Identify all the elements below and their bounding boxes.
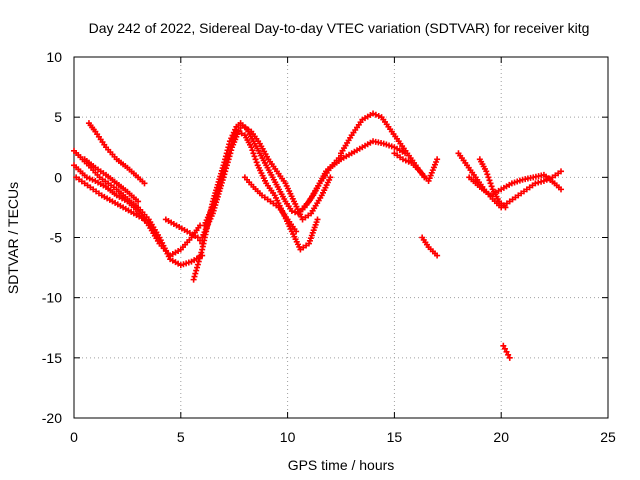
y-tick-label: -5 [50, 230, 63, 246]
y-axis-label: SDTVAR / TECUs [5, 182, 21, 294]
data-point [229, 138, 236, 145]
series-track-3 [73, 174, 148, 223]
data-point [314, 216, 321, 223]
data-point [238, 130, 245, 137]
data-point [228, 141, 235, 148]
data-point [434, 156, 441, 163]
data-point [487, 180, 494, 187]
data-point [226, 147, 233, 154]
data-point [193, 267, 200, 274]
x-axis-label: GPS time / hours [288, 457, 395, 473]
y-tick-label: 10 [46, 49, 62, 65]
axis-tick-labels: 0 5 10 15 20 25 -20 -15 -10 -5 0 5 10 [42, 49, 616, 445]
data-point [502, 204, 509, 211]
y-tick-label: -10 [42, 290, 62, 306]
data-point [135, 198, 142, 205]
chart-title: Day 242 of 2022, Sidereal Day-to-day VTE… [89, 20, 590, 36]
data-point [532, 180, 539, 187]
data-point [251, 153, 258, 160]
series-track-13 [391, 150, 441, 184]
data-point [483, 168, 490, 175]
series-track-9 [201, 122, 334, 229]
series-track-11 [295, 138, 409, 217]
data-point [230, 135, 237, 142]
y-tick-label: 0 [54, 169, 62, 185]
data-point [191, 273, 198, 280]
x-tick-label: 0 [70, 429, 78, 445]
data-point [484, 171, 491, 178]
data-point [224, 156, 231, 163]
series-track-4 [85, 120, 148, 187]
data-point [486, 177, 493, 184]
data-point [503, 348, 510, 355]
data-point [538, 178, 545, 185]
data-point [488, 183, 495, 190]
data-point [248, 144, 255, 151]
data-point [225, 153, 232, 160]
data-point [252, 156, 259, 163]
data-point [485, 174, 492, 181]
x-tick-label: 15 [387, 429, 403, 445]
data-point [194, 261, 201, 268]
data-point [141, 216, 148, 223]
data-point [501, 345, 508, 352]
data-point [293, 228, 300, 235]
data-point [253, 159, 260, 166]
data-point [535, 179, 542, 186]
x-tick-label: 20 [493, 429, 509, 445]
data-point [226, 150, 233, 157]
data-point [195, 258, 202, 265]
data-point [288, 208, 295, 215]
data-point [198, 249, 205, 256]
x-tick-label: 10 [280, 429, 296, 445]
series-track-14 [419, 234, 441, 259]
data-point [194, 264, 201, 271]
data-point [196, 255, 203, 262]
data-point [197, 252, 204, 259]
series-track-17 [476, 156, 509, 211]
data-point [434, 252, 441, 259]
data-point [222, 162, 229, 169]
data-point [227, 144, 234, 151]
series-track-12 [338, 110, 428, 181]
data-point [558, 168, 565, 175]
data-point [506, 354, 513, 361]
y-tick-label: -20 [42, 410, 62, 426]
data-point [192, 270, 199, 277]
x-tick-label: 5 [177, 429, 185, 445]
series-track-5 [81, 156, 142, 205]
series-track-18 [500, 342, 513, 361]
data-points [71, 110, 565, 361]
data-point [500, 342, 507, 349]
data-point [250, 150, 257, 157]
data-point [327, 174, 334, 181]
y-tick-label: 5 [54, 109, 62, 125]
data-point [223, 159, 230, 166]
grid [74, 57, 608, 418]
data-point [249, 147, 256, 154]
data-point [141, 180, 148, 187]
data-point [558, 186, 565, 193]
y-tick-label: -15 [42, 350, 62, 366]
x-tick-label: 25 [600, 429, 616, 445]
data-point [190, 276, 197, 283]
data-point [505, 351, 512, 358]
series-track-10 [241, 174, 300, 235]
series-track-6 [162, 216, 206, 247]
